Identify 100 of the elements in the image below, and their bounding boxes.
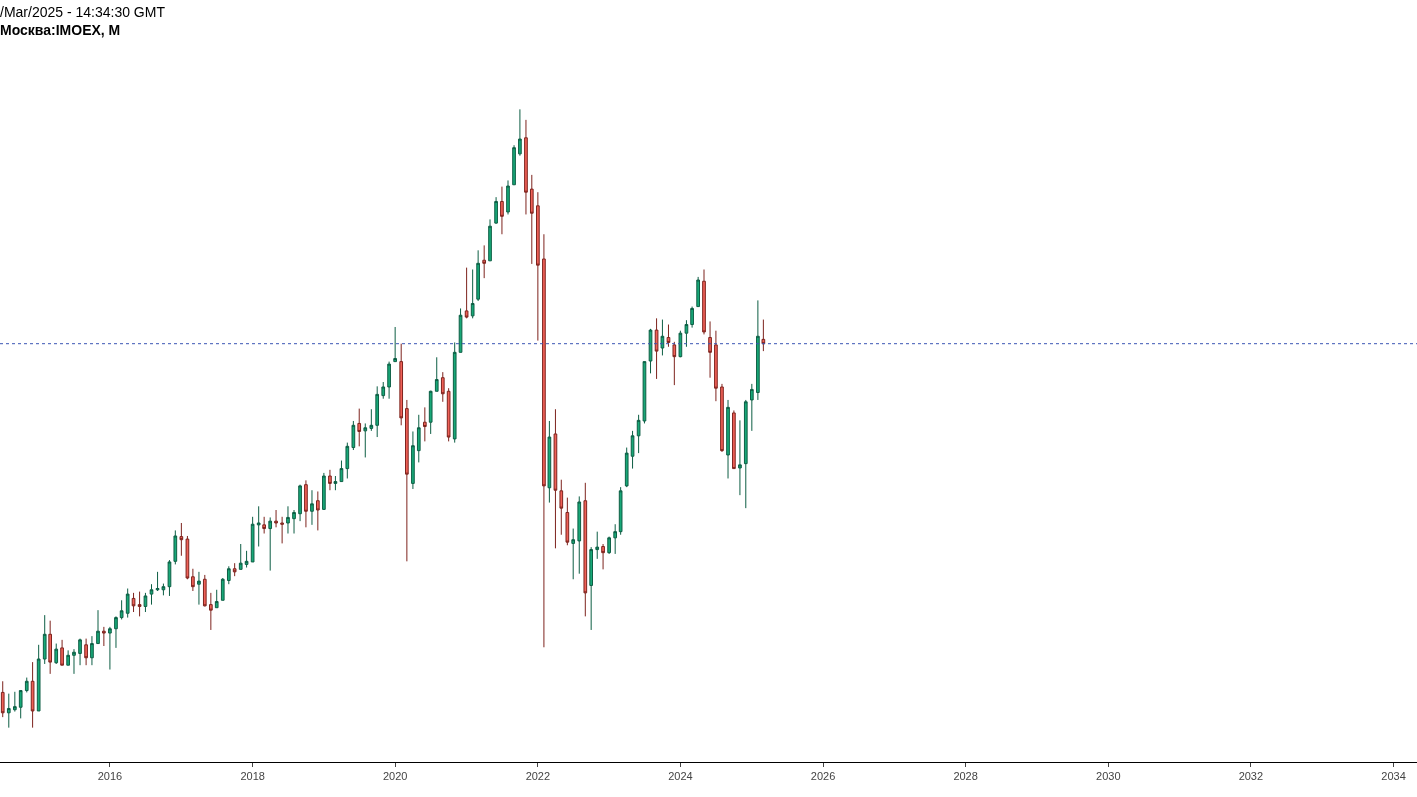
candlestick: [678, 330, 683, 358]
candlestick: [202, 574, 207, 607]
candlestick: [363, 422, 368, 458]
candlestick: [624, 447, 629, 488]
candlestick: [720, 383, 724, 453]
candlestick: [328, 469, 332, 491]
candlestick: [84, 638, 88, 666]
candlestick: [316, 490, 320, 531]
candlestick: [381, 381, 386, 400]
candlestick: [726, 399, 730, 479]
candlestick: [387, 361, 391, 400]
candlestick: [500, 186, 504, 235]
candlestick: [268, 516, 273, 572]
candlestick: [714, 330, 718, 402]
candlestick: [547, 420, 552, 504]
candlestick: [179, 522, 184, 557]
candlestick: [36, 644, 41, 712]
candlestick: [185, 535, 190, 580]
candlestick: [696, 276, 700, 308]
candlestick: [464, 267, 469, 319]
candlestick: [102, 626, 106, 647]
candlestick: [191, 568, 195, 592]
candlestick: [96, 609, 100, 645]
x-tick-label: 2034: [1381, 770, 1406, 783]
candlestick: [274, 509, 278, 528]
candlestick: [333, 475, 338, 491]
candlestick: [238, 543, 243, 570]
candlestick: [357, 408, 362, 447]
x-tick-label: 2032: [1238, 770, 1264, 783]
candlestick: [648, 328, 653, 374]
candlestick: [559, 479, 564, 536]
candlestick: [244, 550, 249, 569]
candlestick: [143, 592, 148, 613]
candlestick: [13, 691, 17, 713]
candlestick: [393, 326, 397, 363]
candlestick: [571, 528, 576, 580]
candlestick: [280, 516, 284, 544]
candlestick: [131, 592, 136, 613]
candlestick: [506, 179, 510, 215]
candlestick: [78, 638, 82, 666]
candlestick: [18, 690, 23, 719]
candlestick: [399, 343, 404, 426]
candlestick: [292, 509, 296, 534]
candlestick: [607, 536, 611, 555]
candlestick: [197, 571, 201, 606]
candlestick: [512, 144, 516, 186]
candlestick: [6, 693, 11, 729]
candlestick: [108, 626, 112, 671]
candlestick: [48, 620, 53, 675]
candlestick: [482, 244, 487, 279]
candlestick: [524, 119, 528, 215]
candlestick: [565, 497, 570, 546]
candlestick: [440, 371, 445, 403]
candlestick: [119, 599, 124, 620]
candlestick: [542, 233, 546, 648]
candlestick: [518, 108, 522, 157]
candlestick: [654, 317, 659, 380]
candlestick: [322, 472, 326, 511]
chart-title: /Mar/2025 - 14:34:30 GMT: [0, 3, 166, 20]
candlestick: [743, 399, 748, 509]
candlestick: [137, 591, 142, 617]
candlestick: [226, 565, 231, 585]
candlestick: [262, 516, 266, 534]
candlestick: [214, 589, 219, 609]
candlestick: [553, 408, 558, 549]
candlestick: [446, 387, 451, 442]
candlestick: [298, 484, 302, 522]
candlestick: [434, 356, 439, 392]
candlestick: [66, 649, 70, 666]
x-tick-label: 2016: [97, 770, 123, 783]
candlestick: [30, 661, 35, 729]
candlestick: [577, 495, 582, 575]
candlestick: [666, 324, 671, 348]
candlestick: [345, 442, 350, 479]
candlestick: [660, 319, 665, 356]
candlestick: [690, 306, 694, 329]
candlestick: [351, 420, 356, 451]
candlestick: [167, 559, 172, 597]
candlestick: [488, 218, 492, 262]
candlestick: [601, 543, 605, 570]
candlestick: [339, 460, 344, 483]
candlestick: [232, 562, 237, 577]
candlestick: [24, 677, 29, 693]
candlestick: [60, 639, 64, 666]
candlestick: [458, 307, 463, 353]
candlestick: [173, 529, 178, 565]
candlestick: [149, 583, 154, 606]
candlestick: [529, 174, 534, 265]
candlestick: [494, 196, 498, 225]
candlestick: [672, 341, 677, 386]
candlestick: [304, 479, 308, 528]
chart-subtitle: Москва:IMOEX, M: [0, 22, 121, 38]
candlestick: [0, 680, 5, 718]
candlestick: [42, 614, 47, 665]
candlestick: [630, 430, 635, 470]
candlestick: [220, 577, 225, 601]
x-tick-label: 2020: [382, 770, 408, 783]
candlestick: [428, 390, 433, 435]
candlestick: [536, 191, 540, 342]
candlestick: [411, 430, 415, 490]
